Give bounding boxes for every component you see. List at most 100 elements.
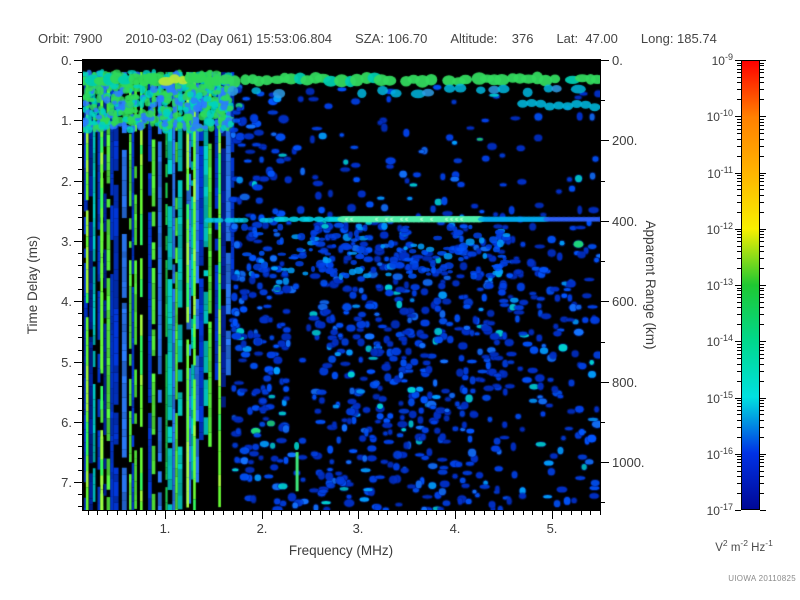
y-left-minor-tick — [78, 72, 82, 73]
colorbar-tick-label: 10-16 — [706, 446, 733, 462]
y-left-major-tick — [74, 181, 82, 182]
y-right-tick-label: 200. — [612, 133, 638, 148]
colorbar-major-tick-left — [735, 229, 741, 230]
y-left-minor-tick — [78, 313, 82, 314]
colorbar-minor-tick-right — [760, 288, 764, 289]
x-minor-tick — [349, 511, 350, 515]
y-left-minor-tick — [78, 374, 82, 375]
y-right-minor-tick — [601, 502, 605, 503]
x-minor-tick — [329, 511, 330, 515]
y-left-tick-label: 7. — [61, 475, 72, 490]
colorbar-minor-tick-left — [737, 410, 741, 411]
colorbar-minor-tick-left — [737, 246, 741, 247]
colorbar-minor-tick-right — [760, 65, 764, 66]
colorbar-minor-tick-right — [760, 456, 764, 457]
x-minor-tick — [252, 511, 253, 515]
colorbar-minor-tick-left — [737, 456, 741, 457]
colorbar-minor-tick-right — [760, 99, 764, 100]
colorbar-tick-label: 10-11 — [707, 165, 733, 181]
colorbar-minor-tick-left — [737, 146, 741, 147]
x-minor-tick — [204, 511, 205, 515]
colorbar-minor-tick-left — [737, 156, 741, 157]
colorbar-major-tick-left — [735, 285, 741, 286]
y-right-major-tick — [601, 221, 609, 222]
x-minor-tick — [126, 511, 127, 515]
x-minor-tick — [407, 511, 408, 515]
colorbar-minor-tick-left — [737, 251, 741, 252]
colorbar-minor-tick-right — [760, 462, 764, 463]
colorbar-major-tick-left — [735, 341, 741, 342]
colorbar-tick-label: 10-15 — [706, 390, 733, 406]
x-minor-tick — [155, 511, 156, 515]
colorbar-minor-tick-left — [737, 294, 741, 295]
colorbar-minor-tick-right — [760, 237, 764, 238]
colorbar-major-tick-left — [735, 116, 741, 117]
y-right-minor-tick — [601, 342, 605, 343]
y-left-major-tick — [74, 301, 82, 302]
colorbar-minor-tick-left — [737, 175, 741, 176]
header-datetime: 2010-03-02 (Day 061) 15:53:06.804 — [125, 31, 333, 46]
colorbar-minor-tick-right — [760, 89, 764, 90]
x-minor-tick — [88, 511, 89, 515]
colorbar-minor-tick-left — [737, 139, 741, 140]
x-minor-tick — [436, 511, 437, 515]
y-left-minor-tick — [78, 434, 82, 435]
colorbar-minor-tick-right — [760, 324, 764, 325]
colorbar-major-tick-left — [735, 173, 741, 174]
colorbar-minor-tick-left — [737, 471, 741, 472]
x-minor-tick — [513, 511, 514, 515]
y-left-minor-tick — [78, 96, 82, 97]
colorbar-minor-tick-left — [737, 307, 741, 308]
y-left-minor-tick — [78, 229, 82, 230]
y-left-tick-label: 6. — [61, 415, 72, 430]
y-left-minor-tick — [78, 132, 82, 133]
colorbar-minor-tick-right — [760, 403, 764, 404]
colorbar-minor-tick-right — [760, 202, 764, 203]
colorbar-major-tick-right — [760, 341, 766, 342]
colorbar-minor-tick-left — [737, 437, 741, 438]
x-tick-label: 4. — [449, 521, 461, 536]
colorbar-minor-tick-left — [737, 493, 741, 494]
x-tick-label: 3. — [352, 521, 364, 536]
colorbar-minor-tick-left — [737, 371, 741, 372]
colorbar-minor-tick-left — [737, 364, 741, 365]
colorbar-minor-tick-right — [760, 466, 764, 467]
x-minor-tick — [503, 511, 504, 515]
y-left-minor-tick — [78, 217, 82, 218]
colorbar-major-tick-right — [760, 285, 766, 286]
x-minor-tick — [523, 511, 524, 515]
x-major-tick — [358, 511, 359, 519]
colorbar-major-tick-right — [760, 398, 766, 399]
colorbar-minor-tick-right — [760, 185, 764, 186]
x-minor-tick — [117, 511, 118, 515]
y-right-major-tick — [601, 301, 609, 302]
x-major-tick — [165, 511, 166, 519]
colorbar-minor-tick-left — [737, 350, 741, 351]
y-right-minor-tick — [601, 422, 605, 423]
colorbar-minor-tick-left — [737, 427, 741, 428]
colorbar-minor-tick-left — [737, 414, 741, 415]
colorbar-minor-tick-right — [760, 483, 764, 484]
colorbar-minor-tick-right — [760, 231, 764, 232]
y-axis-label-left: Time Delay (ms) — [25, 235, 40, 335]
colorbar-minor-tick-right — [760, 268, 764, 269]
colorbar-minor-tick-left — [737, 72, 741, 73]
colorbar-major-tick-right — [760, 60, 766, 61]
x-minor-tick — [242, 511, 243, 515]
colorbar-major-tick-left — [735, 60, 741, 61]
x-minor-tick — [310, 511, 311, 515]
colorbar-major-tick-right — [760, 116, 766, 117]
header-sza: SZA: 106.70 — [355, 31, 428, 46]
y-right-minor-tick — [601, 100, 605, 101]
x-tick-label: 5. — [546, 521, 558, 536]
y-left-major-tick — [74, 241, 82, 242]
y-left-minor-tick — [78, 410, 82, 411]
y-axis-label-right: Apparent Range (km) — [643, 220, 658, 350]
colorbar-minor-tick-right — [760, 297, 764, 298]
colorbar-minor-tick-right — [760, 358, 764, 359]
colorbar-minor-tick-left — [737, 358, 741, 359]
colorbar-minor-tick-left — [737, 99, 741, 100]
y-left-major-tick — [74, 60, 82, 61]
y-left-major-tick — [74, 362, 82, 363]
y-right-tick-label: 400. — [612, 214, 638, 229]
